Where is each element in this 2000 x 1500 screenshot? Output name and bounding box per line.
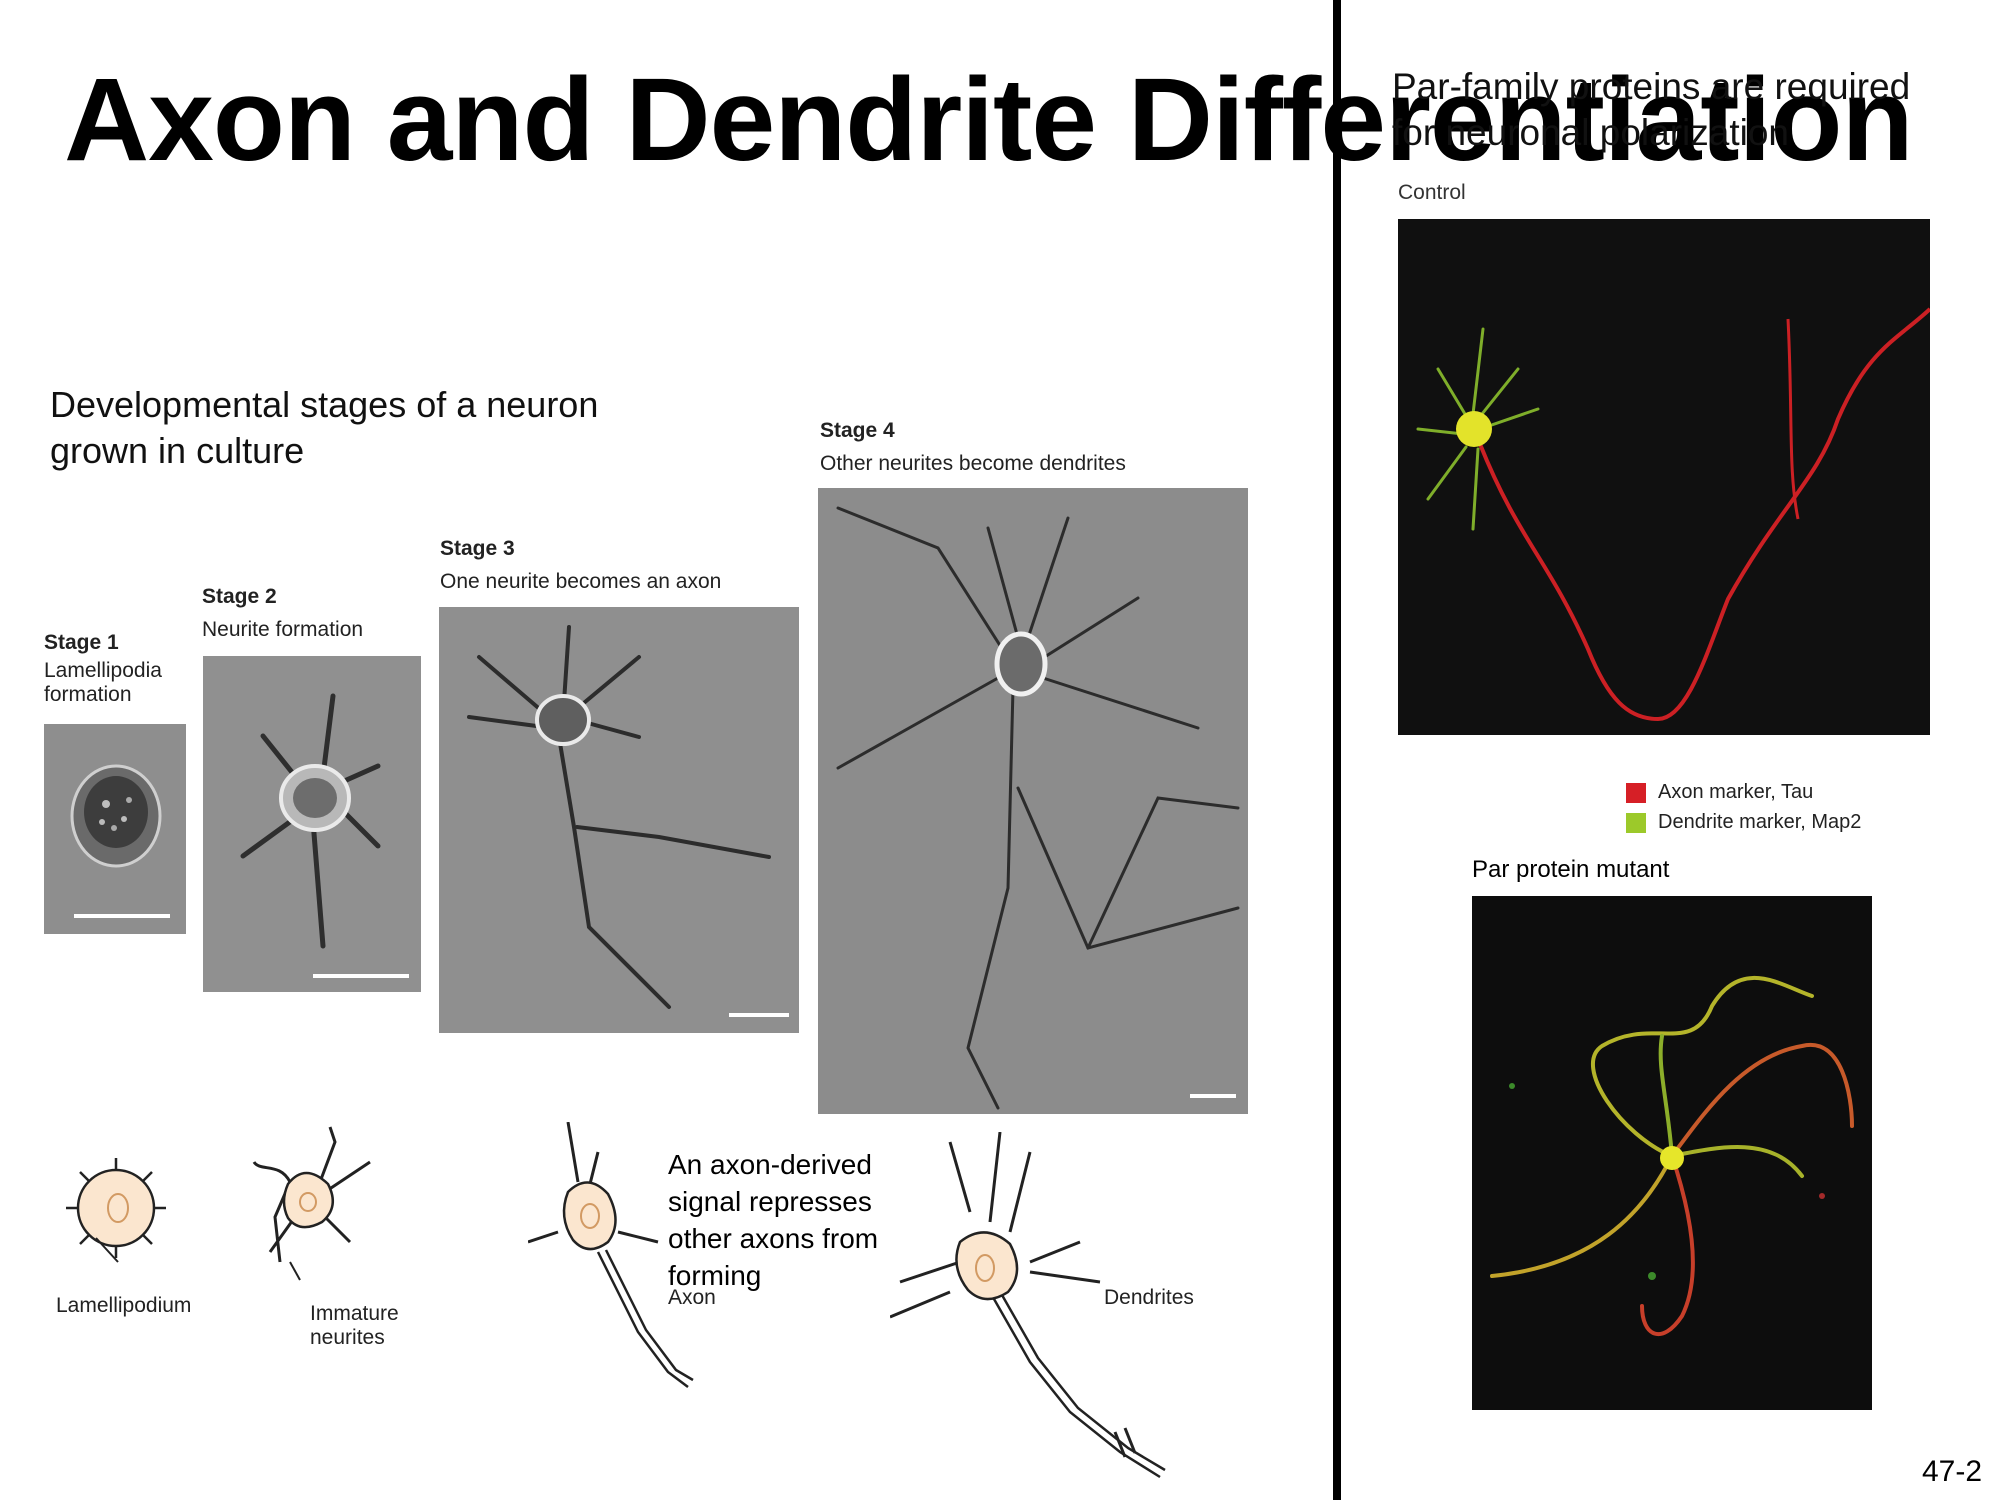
page-number: 47-2 bbox=[1922, 1455, 1983, 1488]
stage-1-micrograph bbox=[44, 724, 186, 934]
stage-4-desc: Other neurites become dendrites bbox=[820, 452, 1126, 475]
stage-3-name: Stage 3 bbox=[440, 537, 515, 560]
control-fluorescence-image bbox=[1398, 219, 1930, 735]
stage-1-name: Stage 1 bbox=[44, 631, 119, 654]
stage-4-micrograph bbox=[818, 488, 1248, 1114]
stage-3-drawing bbox=[528, 1122, 694, 1388]
page-title: Axon and Dendrite Differentiation bbox=[64, 54, 1914, 186]
stage-2-drawing bbox=[252, 1126, 371, 1281]
stage-1-desc: Lamellipodia formation bbox=[44, 659, 162, 706]
axon-signal-callout: An axon-derived signal represses other a… bbox=[668, 1149, 879, 1291]
stage-1-label: Stage 1 Lamellipodia formation bbox=[44, 626, 184, 707]
stage-2-desc: Neurite formation bbox=[202, 618, 364, 641]
legend-dendrite: Dendrite marker, Map2 bbox=[1626, 811, 1861, 834]
mutant-label: Par protein mutant bbox=[1472, 856, 1670, 883]
control-label: Control bbox=[1398, 181, 1466, 204]
dendrites-label: Dendrites bbox=[1104, 1286, 1194, 1309]
stage-2-micrograph bbox=[203, 656, 421, 992]
right-title: Par-family proteins are required for neu… bbox=[1392, 66, 1911, 153]
subtitle: Developmental stages of a neuron grown i… bbox=[50, 384, 599, 471]
column-divider bbox=[1333, 0, 1341, 1500]
legend-dendrite-swatch bbox=[1626, 812, 1646, 833]
stage-3-label: Stage 3 One neurite becomes an axon bbox=[440, 532, 780, 598]
immature-neurites-label: Immature neurites bbox=[310, 1302, 399, 1349]
stage-4-drawing bbox=[890, 1132, 1166, 1479]
legend-dendrite-label: Dendrite marker, Map2 bbox=[1658, 811, 1862, 833]
stage-4-name: Stage 4 bbox=[820, 419, 895, 442]
stage-1-drawing bbox=[66, 1158, 166, 1263]
legend-axon-label: Axon marker, Tau bbox=[1658, 781, 1814, 803]
stage-2-name: Stage 2 bbox=[202, 585, 277, 608]
legend-axon-swatch bbox=[1626, 782, 1646, 803]
stage-2-label: Stage 2 Neurite formation bbox=[202, 580, 442, 646]
legend-axon: Axon marker, Tau bbox=[1626, 781, 1813, 804]
lamellipodium-label: Lamellipodium bbox=[56, 1294, 192, 1317]
mutant-fluorescence-image bbox=[1472, 896, 1872, 1410]
stage-4-label: Stage 4 Other neurites become dendrites bbox=[820, 414, 1180, 480]
stage-3-desc: One neurite becomes an axon bbox=[440, 570, 722, 593]
stage-3-micrograph bbox=[439, 607, 799, 1033]
axon-label: Axon bbox=[668, 1286, 716, 1309]
